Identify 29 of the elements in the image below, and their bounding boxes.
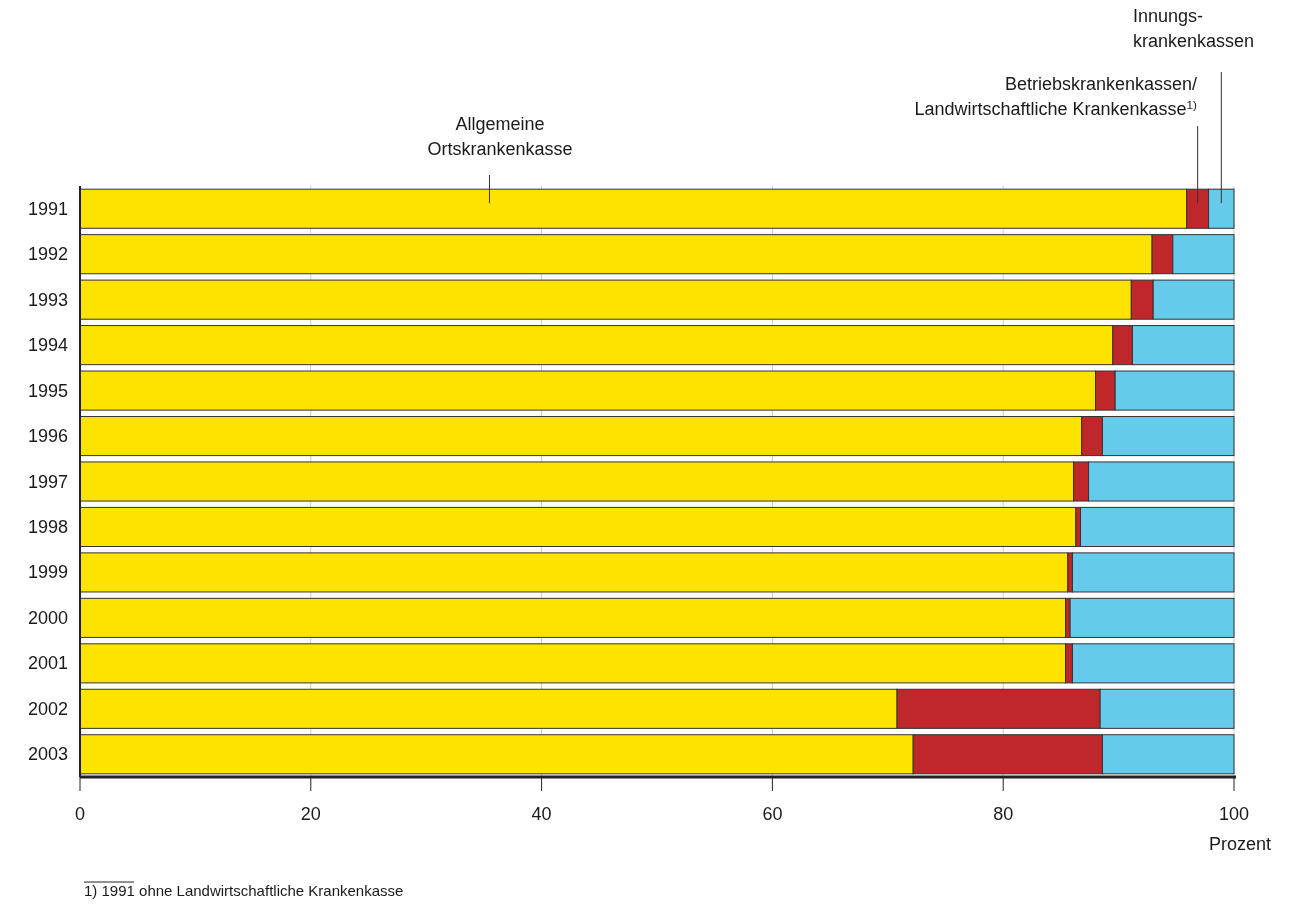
y-tick-label: 1991 <box>27 198 68 219</box>
y-tick-label: 1994 <box>27 335 68 356</box>
text: 1) 1991 ohne Landwirtschaftliche Krankenkasse <box>84 882 404 899</box>
x-tick-label: 80 <box>993 804 1014 824</box>
y-tick-label: 1992 <box>27 244 68 265</box>
y-tick-label: 1997 <box>27 471 68 492</box>
x-tick-label: 60 <box>762 804 783 824</box>
y-tick-label: 1998 <box>27 516 68 537</box>
y-tick-label: 2000 <box>27 607 68 628</box>
y-tick-label: 1993 <box>27 289 68 310</box>
bar <box>79 506 1077 548</box>
x-tick-label: 100 <box>1218 804 1250 824</box>
text: Betriebskrankenkassen/ Landwirtschaftliche Krankenkasse$^{1)}$ <box>914 74 1198 119</box>
y-tick-label: 1999 <box>27 562 68 583</box>
bar <box>79 597 1067 638</box>
text: Innungs- krankenkassen <box>1133 6 1255 51</box>
x-tick-label: 40 <box>531 804 552 824</box>
bar <box>1069 597 1235 638</box>
x-axis-title: Prozent <box>1208 834 1272 854</box>
bar <box>79 552 1069 593</box>
y-tick-label: 1995 <box>27 380 68 401</box>
series-label: Allgemeine Ortskrankenkasse <box>427 114 573 159</box>
y-tick-label: 2001 <box>27 653 68 674</box>
x-tick-label: 0 <box>74 804 86 824</box>
x-tick-label: 20 <box>300 804 321 824</box>
bar <box>1071 552 1235 593</box>
y-tick-label: 1996 <box>27 426 68 447</box>
y-tick-label: 2002 <box>27 698 68 719</box>
y-tick-label: 2003 <box>27 744 68 765</box>
